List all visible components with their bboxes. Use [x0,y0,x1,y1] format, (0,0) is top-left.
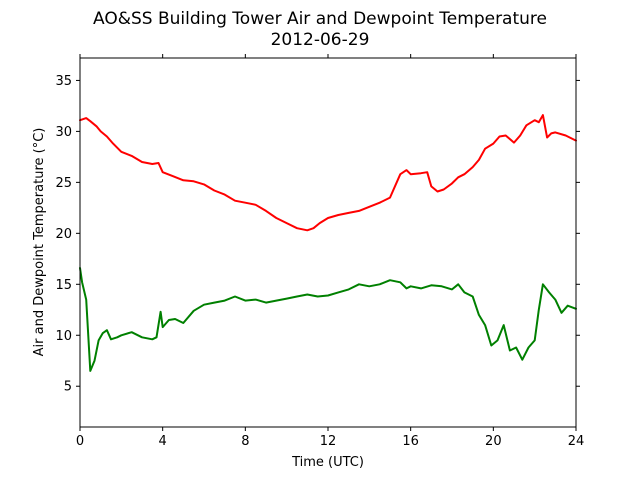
chart-subtitle: 2012-06-29 [271,30,370,50]
y-axis-label: Air and Dewpoint Temperature (°C) [32,128,47,357]
y-tick-label: 10 [55,329,72,344]
y-tick-label: 30 [55,125,72,140]
y-tick-label: 15 [55,278,72,293]
x-tick-label: 16 [402,434,419,449]
x-tick-label: 20 [485,434,502,449]
y-tick-label: 35 [55,74,72,89]
series-line-0 [79,114,577,232]
chart-title: AO&SS Building Tower Air and Dewpoint Te… [93,9,547,29]
x-tick-label: 4 [159,434,167,449]
x-axis-ticks: 0 4 8 12 16 20 24 [76,54,584,449]
series-line-1 [79,267,577,372]
series-layer [79,114,577,372]
x-tick-label: 12 [320,434,337,449]
x-axis-label: Time (UTC) [291,455,364,470]
x-tick-label: 24 [568,434,585,449]
y-axis-ticks: 5 10 15 20 25 30 35 [55,74,580,395]
y-tick-label: 25 [55,176,72,191]
y-tick-label: 5 [64,380,72,395]
x-tick-label: 0 [76,434,84,449]
x-tick-label: 8 [241,434,249,449]
y-tick-label: 20 [55,227,72,242]
